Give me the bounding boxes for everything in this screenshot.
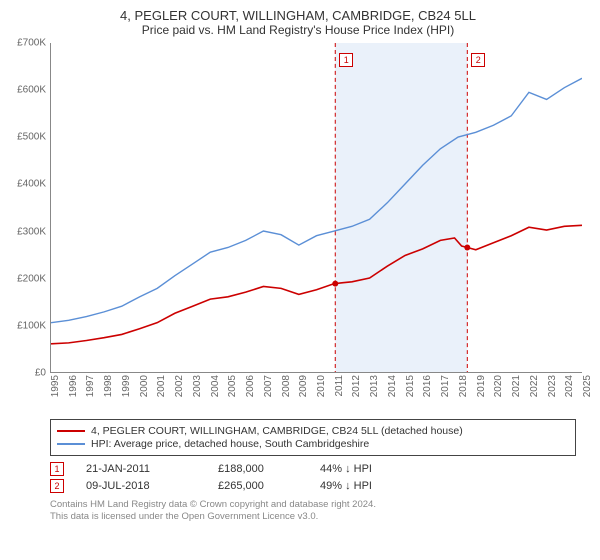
legend-label: 4, PEGLER COURT, WILLINGHAM, CAMBRIDGE, … [91,425,463,437]
x-tick-label: 2012 [351,375,362,397]
y-tick-label: £0 [35,368,46,379]
x-tick-label: 2024 [564,375,575,397]
sale-row: 2 09-JUL-2018 £265,000 49% ↓ HPI [50,479,576,493]
legend-row: HPI: Average price, detached house, Sout… [57,438,569,450]
x-tick-label: 2004 [210,375,221,397]
x-tick-label: 2011 [334,375,345,397]
x-tick-label: 1996 [68,375,79,397]
x-tick-label: 2023 [547,375,558,397]
x-tick-label: 2008 [281,375,292,397]
sale-flag: 2 [50,479,64,493]
legend-label: HPI: Average price, detached house, Sout… [91,438,369,450]
y-axis: £0£100K£200K£300K£400K£500K£600K£700K [8,43,48,373]
y-tick-label: £500K [17,132,46,143]
chart-container: 4, PEGLER COURT, WILLINGHAM, CAMBRIDGE, … [0,0,600,560]
x-tick-label: 2019 [476,375,487,397]
y-tick-label: £600K [17,85,46,96]
sale-price: £265,000 [218,480,298,492]
title-block: 4, PEGLER COURT, WILLINGHAM, CAMBRIDGE, … [8,8,588,37]
sale-delta: 44% ↓ HPI [320,463,410,475]
footer-line: Contains HM Land Registry data © Crown c… [50,499,576,511]
y-tick-label: £200K [17,273,46,284]
x-tick-label: 2000 [139,375,150,397]
x-tick-label: 2005 [227,375,238,397]
x-tick-label: 2013 [369,375,380,397]
x-tick-label: 2009 [298,375,309,397]
sale-flag-marker: 1 [339,53,353,67]
sales-table: 1 21-JAN-2011 £188,000 44% ↓ HPI 2 09-JUL-201… [50,462,576,493]
y-tick-label: £400K [17,179,46,190]
x-tick-label: 2021 [511,375,522,397]
x-tick-label: 2015 [405,375,416,397]
x-tick-label: 2010 [316,375,327,397]
chart-title: 4, PEGLER COURT, WILLINGHAM, CAMBRIDGE, … [8,8,588,23]
sale-price: £188,000 [218,463,298,475]
sale-flag-marker: 2 [471,53,485,67]
x-tick-label: 1995 [50,375,61,397]
sale-delta: 49% ↓ HPI [320,480,410,492]
legend-swatch [57,430,85,432]
x-tick-label: 2014 [387,375,398,397]
x-tick-label: 2001 [156,375,167,397]
x-tick-label: 1997 [85,375,96,397]
x-tick-label: 1998 [103,375,114,397]
legend-row: 4, PEGLER COURT, WILLINGHAM, CAMBRIDGE, … [57,425,569,437]
sale-date: 09-JUL-2018 [86,480,196,492]
x-tick-label: 1999 [121,375,132,397]
x-axis: 1995 1996 1997 1998 1999 2000 2001 2002 2003 2004… [50,373,582,411]
y-tick-label: £700K [17,38,46,49]
footer-attribution: Contains HM Land Registry data © Crown c… [50,499,576,524]
plot-inner: 12 [50,43,582,373]
x-tick-label: 2006 [245,375,256,397]
y-tick-label: £100K [17,320,46,331]
chart-subtitle: Price paid vs. HM Land Registry's House … [8,23,588,37]
x-tick-label: 2007 [263,375,274,397]
legend-swatch [57,443,85,445]
x-tick-label: 2020 [493,375,504,397]
x-tick-label: 2003 [192,375,203,397]
y-tick-label: £300K [17,226,46,237]
x-tick-label: 2002 [174,375,185,397]
sale-flag: 1 [50,462,64,476]
x-tick-label: 2016 [422,375,433,397]
plot-area: £0£100K£200K£300K£400K£500K£600K£700K 12 [50,43,582,373]
footer-line: This data is licensed under the Open Gov… [50,511,576,523]
x-tick-label: 2017 [440,375,451,397]
x-tick-label: 2018 [458,375,469,397]
legend-box: 4, PEGLER COURT, WILLINGHAM, CAMBRIDGE, … [50,419,576,456]
x-tick-label: 2022 [529,375,540,397]
sale-date: 21-JAN-2011 [86,463,196,475]
sale-row: 1 21-JAN-2011 £188,000 44% ↓ HPI [50,462,576,476]
flags-layer: 12 [51,43,582,372]
x-tick-label: 2025 [582,375,593,397]
